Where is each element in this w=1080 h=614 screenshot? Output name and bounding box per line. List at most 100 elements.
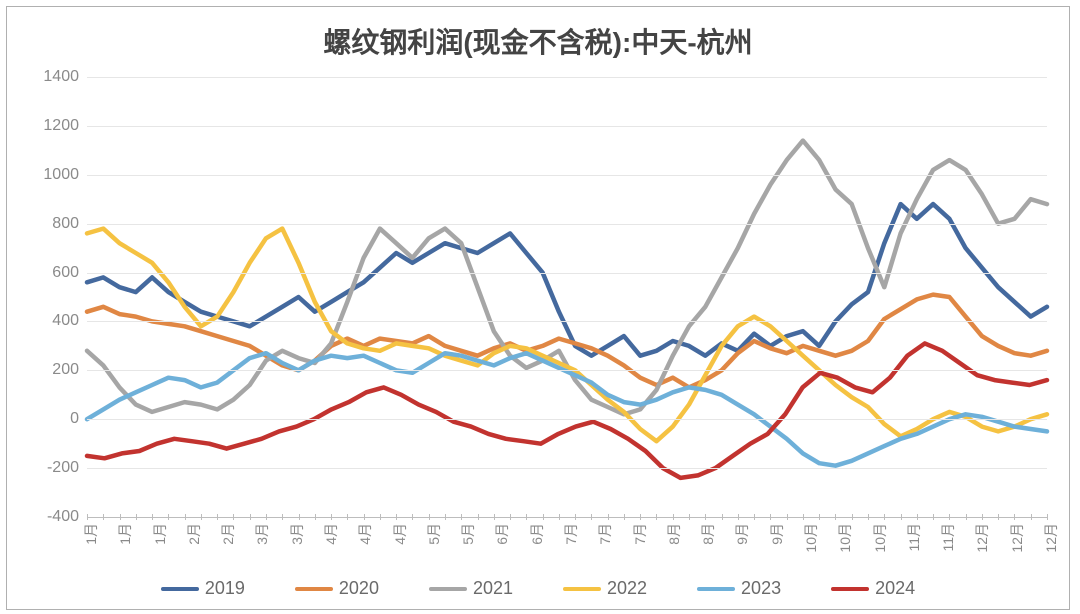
legend-swatch (563, 587, 601, 591)
y-tick-label: 600 (52, 264, 79, 282)
x-tick (185, 514, 186, 520)
x-tick-label: 11月 (904, 523, 924, 552)
x-tick (624, 514, 625, 520)
x-tick-label: 12月 (1041, 523, 1061, 553)
x-tick-label: 5月 (458, 523, 478, 545)
x-tick-label: 6月 (492, 523, 512, 545)
x-tick-label: 10月 (801, 523, 821, 553)
x-tick-label: 11月 (938, 523, 958, 552)
gridline (87, 419, 1047, 420)
x-tick (478, 514, 479, 520)
legend-item-2020: 2020 (295, 578, 379, 599)
x-tick (494, 514, 495, 520)
x-tick-label: 5月 (424, 523, 444, 545)
x-tick (754, 514, 755, 520)
x-tick (510, 514, 511, 520)
x-tick (282, 514, 283, 520)
x-tick (722, 514, 723, 520)
y-tick-label: 1200 (43, 117, 79, 135)
x-tick-label: 7月 (595, 523, 615, 545)
x-tick (689, 514, 690, 520)
x-tick (673, 514, 674, 520)
x-tick-label: 3月 (287, 523, 307, 545)
x-tick (998, 514, 999, 520)
legend-label: 2023 (741, 578, 781, 599)
x-tick-label: 12月 (972, 523, 992, 553)
x-axis-line (87, 517, 1047, 518)
y-tick-label: -200 (47, 459, 79, 477)
x-tick (103, 514, 104, 520)
x-tick (233, 514, 234, 520)
x-tick (738, 514, 739, 520)
x-tick (315, 514, 316, 520)
x-tick-label: 7月 (561, 523, 581, 545)
gridline (87, 77, 1047, 78)
y-tick-label: 0 (70, 410, 79, 428)
x-tick (266, 514, 267, 520)
x-tick (543, 514, 544, 520)
gridline (87, 175, 1047, 176)
legend: 2019 2020 2021 2022 2023 2024 (7, 578, 1069, 599)
x-tick (852, 514, 853, 520)
x-tick (901, 514, 902, 520)
x-tick-label: 8月 (698, 523, 718, 545)
x-tick-label: 1月 (150, 523, 170, 545)
x-tick (412, 514, 413, 520)
x-tick-label: 10月 (870, 523, 890, 553)
x-tick (705, 514, 706, 520)
legend-label: 2019 (205, 578, 245, 599)
x-tick (770, 514, 771, 520)
x-tick (380, 514, 381, 520)
y-tick-label: 800 (52, 215, 79, 233)
legend-label: 2020 (339, 578, 379, 599)
y-tick-label: 400 (52, 312, 79, 330)
x-tick (608, 514, 609, 520)
x-tick (1014, 514, 1015, 520)
x-tick (331, 514, 332, 520)
x-tick (429, 514, 430, 520)
x-tick-label: 12月 (1007, 523, 1027, 553)
x-tick (364, 514, 365, 520)
legend-swatch (697, 587, 735, 591)
gridline (87, 224, 1047, 225)
gridline (87, 126, 1047, 127)
x-tick (933, 514, 934, 520)
x-tick-label: 9月 (767, 523, 787, 545)
plot-area: -400-20002004006008001000120014001月1月1月2… (87, 77, 1047, 517)
x-tick-label: 4月 (355, 523, 375, 545)
legend-label: 2024 (875, 578, 915, 599)
x-tick (559, 514, 560, 520)
x-tick-label: 6月 (527, 523, 547, 545)
x-tick (168, 514, 169, 520)
x-tick (835, 514, 836, 520)
series-line-2022 (87, 229, 1047, 442)
x-tick (299, 514, 300, 520)
legend-item-2023: 2023 (697, 578, 781, 599)
x-tick (819, 514, 820, 520)
x-tick (575, 514, 576, 520)
x-tick (217, 514, 218, 520)
gridline (87, 370, 1047, 371)
series-svg (87, 77, 1047, 517)
x-tick-label: 4月 (390, 523, 410, 545)
x-tick (136, 514, 137, 520)
x-tick (982, 514, 983, 520)
x-tick (347, 514, 348, 520)
x-tick (445, 514, 446, 520)
y-tick-label: 1000 (43, 166, 79, 184)
legend-swatch (831, 587, 869, 591)
x-tick (152, 514, 153, 520)
x-tick (803, 514, 804, 520)
x-tick-label: 4月 (321, 523, 341, 545)
x-tick-label: 9月 (732, 523, 752, 545)
gridline (87, 321, 1047, 322)
x-tick (884, 514, 885, 520)
x-tick (787, 514, 788, 520)
legend-item-2022: 2022 (563, 578, 647, 599)
legend-label: 2021 (473, 578, 513, 599)
y-tick-label: 1400 (43, 68, 79, 86)
x-tick-label: 8月 (664, 523, 684, 545)
y-tick-label: -400 (47, 508, 79, 526)
gridline (87, 273, 1047, 274)
chart-frame: 螺纹钢利润(现金不含税):中天-杭州 -400-2000200400600800… (6, 6, 1070, 610)
